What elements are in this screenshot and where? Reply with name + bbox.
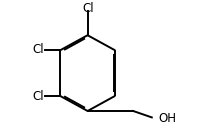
Text: Cl: Cl xyxy=(32,43,44,56)
Text: Cl: Cl xyxy=(32,90,44,103)
Text: OH: OH xyxy=(159,112,177,125)
Text: Cl: Cl xyxy=(82,2,94,15)
